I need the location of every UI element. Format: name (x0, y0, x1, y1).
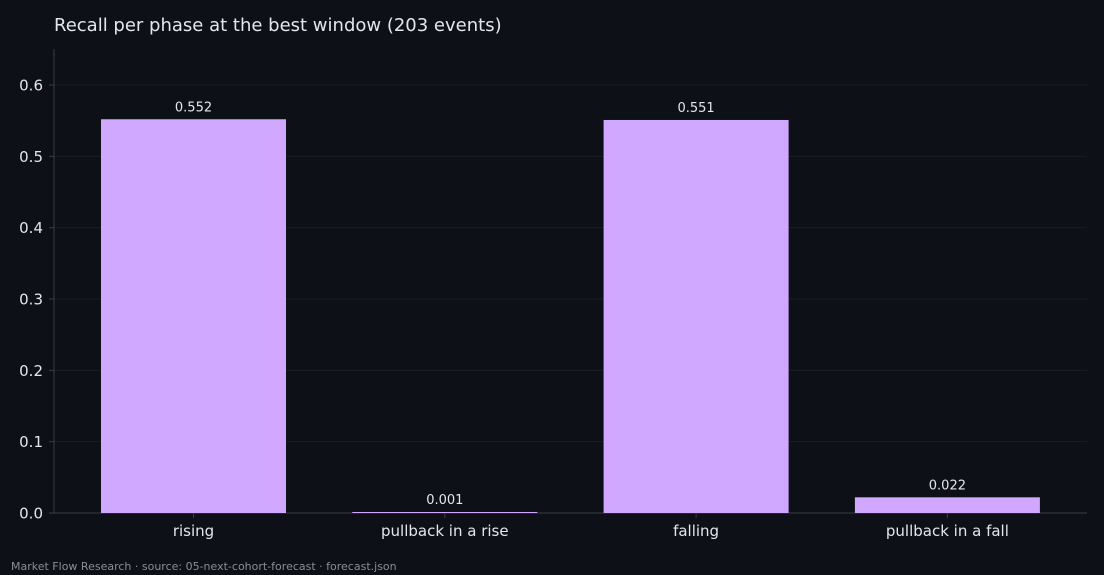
y-tick-label: 0.1 (19, 433, 43, 451)
bars (101, 119, 1040, 514)
y-tick-label: 0.5 (19, 148, 43, 166)
data-label: 0.001 (426, 493, 463, 508)
x-tick-label: falling (673, 522, 719, 540)
bar-pullback-in-a-fall (854, 497, 1040, 513)
x-tick-label: pullback in a rise (381, 522, 509, 540)
footer-note: Market Flow Research · source: 05-next-c… (11, 560, 397, 573)
y-tick-label: 0.2 (19, 362, 43, 380)
data-label: 0.551 (677, 101, 714, 116)
y-tick-label: 0.6 (19, 77, 43, 95)
data-label: 0.552 (175, 100, 212, 115)
data-label: 0.022 (929, 478, 966, 493)
y-tick-label: 0.0 (19, 505, 43, 523)
x-tick-label: pullback in a fall (886, 522, 1009, 540)
bar-falling (603, 119, 789, 513)
grid-lines (54, 84, 1087, 443)
chart-title: Recall per phase at the best window (203… (54, 15, 502, 36)
y-tick-label: 0.3 (19, 291, 43, 309)
labels: 0.0 0.1 0.2 0.3 0.4 0.5 0.6 rising 0.552 pullback… (19, 77, 1009, 540)
x-tick-label: rising (173, 522, 214, 540)
bar-pullback-in-a-rise (352, 512, 538, 513)
bar-rising (101, 119, 286, 514)
y-tick-label: 0.4 (19, 219, 43, 237)
